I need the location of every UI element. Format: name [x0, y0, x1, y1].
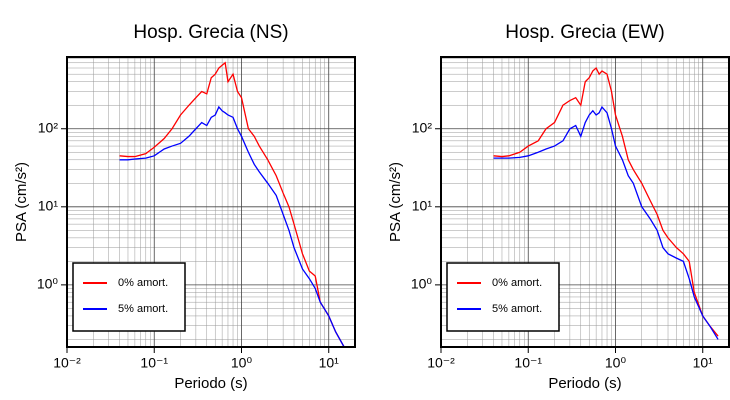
series-line — [493, 105, 719, 340]
y-axis-label: PSA (cm/s²) — [387, 162, 404, 242]
x-tick-label: 10⁻² — [53, 355, 81, 371]
legend-label: 5% amort. — [118, 303, 168, 315]
series-line — [119, 105, 345, 347]
series-line — [119, 61, 345, 347]
legend-box — [72, 262, 186, 332]
plot-frame — [66, 56, 356, 348]
y-tick-label: 10⁰ — [411, 276, 433, 292]
x-tick-label: 10⁻¹ — [140, 355, 168, 371]
x-tick-label: 10¹ — [693, 355, 714, 371]
x-tick-label: 10⁰ — [231, 355, 253, 371]
y-tick-label: 10¹ — [412, 198, 433, 214]
x-tick-label: 10⁻¹ — [514, 355, 542, 371]
y-axis-label: PSA (cm/s²) — [13, 162, 30, 242]
x-axis-label: Periodo (s) — [548, 375, 621, 392]
series-line — [493, 66, 719, 337]
legend-box — [446, 262, 560, 332]
legend-label: 0% amort. — [492, 277, 542, 289]
x-axis-label: Periodo (s) — [174, 375, 247, 392]
legend-label: 0% amort. — [118, 277, 168, 289]
y-tick-label: 10¹ — [38, 198, 59, 214]
x-tick-label: 10⁻² — [427, 355, 455, 371]
y-tick-label: 10² — [412, 119, 433, 135]
plot-frame — [440, 56, 730, 348]
x-tick-label: 10¹ — [319, 355, 340, 371]
y-tick-label: 10² — [38, 119, 59, 135]
chart-title: Hosp. Grecia (NS) — [133, 22, 288, 43]
chart-title: Hosp. Grecia (EW) — [505, 22, 664, 43]
y-tick-label: 10⁰ — [37, 276, 59, 292]
legend-label: 5% amort. — [492, 303, 542, 315]
x-tick-label: 10⁰ — [605, 355, 627, 371]
